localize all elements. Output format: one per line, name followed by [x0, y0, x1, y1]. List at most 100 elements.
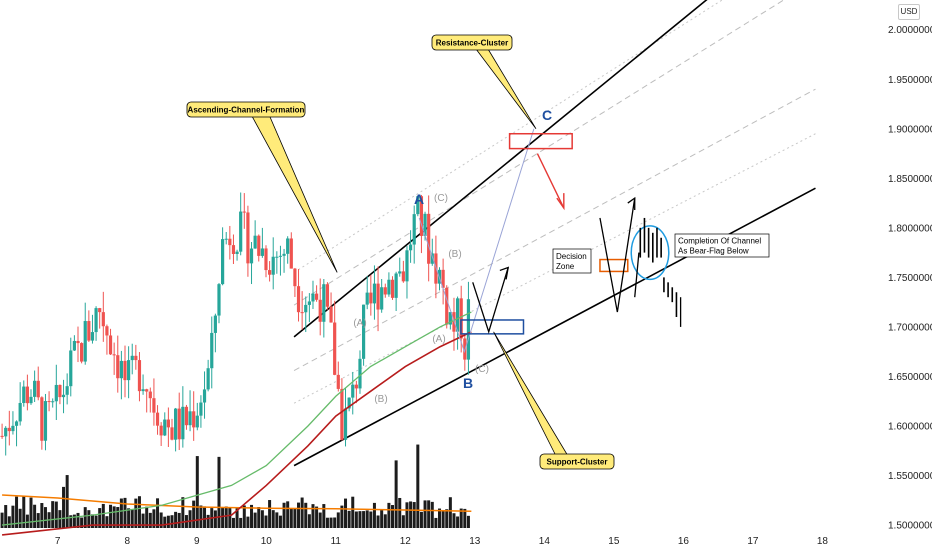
volume-bar	[358, 511, 362, 528]
candle-body	[228, 238, 232, 246]
candle-body	[159, 425, 163, 436]
candle-body	[61, 394, 66, 398]
completion-note-box	[674, 233, 770, 258]
channel-inner-dashed-line	[293, 0, 785, 306]
candle-body	[380, 287, 384, 310]
candle-body	[296, 286, 301, 313]
volume-bar	[376, 515, 380, 528]
candle-body	[166, 419, 170, 428]
candle-body	[22, 386, 26, 403]
volume-bar	[394, 460, 398, 528]
volume-bar	[239, 517, 243, 528]
volume-bar	[69, 515, 73, 528]
candle-body	[141, 389, 145, 392]
volume-bar	[398, 497, 402, 528]
volume-bar	[340, 505, 344, 528]
volume-bar	[351, 496, 355, 528]
wave-label-small-a-top: (A)	[432, 334, 445, 345]
volume-bar	[427, 500, 431, 528]
candle-body	[177, 408, 181, 440]
volume-bar	[347, 510, 351, 528]
volume-bar	[181, 497, 185, 528]
candle-body	[419, 196, 424, 236]
candle-body	[72, 340, 76, 351]
volume-bar	[456, 516, 460, 528]
volume-bar	[329, 517, 333, 528]
volume-bar	[119, 498, 123, 528]
volume-bar	[134, 498, 138, 528]
volume-bar	[109, 504, 113, 528]
candle-body	[372, 283, 377, 304]
wave-label-small-b-top: (B)	[448, 249, 461, 260]
volume-bar	[174, 511, 178, 528]
candle-body	[416, 196, 420, 215]
volume-bar	[246, 516, 250, 528]
candle-body	[202, 389, 207, 403]
candle-body	[311, 293, 315, 302]
volume-bar	[65, 475, 69, 528]
candle-body	[275, 256, 279, 258]
volume-bar	[423, 500, 427, 528]
support-callout-pointer	[493, 331, 569, 457]
x-tick-label: 9	[194, 536, 200, 547]
candle-body	[365, 292, 369, 305]
volume-bar	[354, 511, 358, 528]
decision-zone-box	[599, 258, 629, 273]
volume-bar	[344, 498, 348, 528]
volume-bar	[152, 509, 156, 528]
volume-bar	[72, 514, 76, 528]
volume-bar	[54, 501, 58, 528]
candle-body	[427, 213, 431, 264]
wave-label-small-c-top: (C)	[434, 193, 448, 204]
candle-body	[148, 391, 152, 399]
volume-bar	[188, 510, 192, 528]
candle-body	[376, 283, 380, 310]
volume-bar	[325, 517, 329, 528]
volume-bar	[257, 507, 261, 528]
candle-body	[329, 306, 333, 323]
volume-bar	[206, 514, 210, 528]
volume-bar	[336, 512, 340, 528]
currency-badge[interactable]: USD	[898, 4, 920, 20]
wave-label-small-b-left: (B)	[374, 394, 387, 405]
axes-layer: 2.00000000 1.95000000 1.90000000 1.85000000…	[55, 25, 932, 547]
x-tick-label: 11	[331, 536, 342, 547]
candle-body	[264, 248, 268, 271]
projection-arrowhead-decision	[627, 196, 636, 211]
annotations-layer: Ascending-Channel-Formation Resistance-Cl…	[186, 34, 770, 470]
candle-body	[221, 239, 225, 285]
y-tick-label: 1.55000000	[888, 471, 932, 482]
candle-body	[65, 386, 69, 395]
volume-bar	[141, 513, 145, 528]
volume-bar	[177, 512, 181, 528]
candle-body	[119, 360, 123, 379]
y-tick-label: 1.75000000	[888, 273, 932, 284]
candle-body	[18, 402, 22, 422]
projection-path-decision	[599, 198, 636, 313]
volume-bar	[463, 508, 467, 528]
candle-body	[448, 312, 452, 325]
volume-bar	[43, 507, 47, 528]
volume-bar	[159, 512, 163, 528]
candle-body	[145, 389, 149, 392]
volume-bar	[275, 512, 279, 528]
volume-bar	[166, 515, 170, 528]
candle-body	[170, 427, 174, 440]
candle-body	[87, 321, 91, 341]
ascending-callout-text: Ascending-Channel-Formation	[188, 106, 305, 115]
y-tick-label: 2.00000000	[888, 25, 932, 36]
volume-bar	[387, 502, 391, 528]
volume-bar	[0, 512, 4, 528]
volume-bar	[98, 508, 102, 528]
volume-bar	[137, 496, 141, 528]
candle-body	[217, 284, 221, 316]
volume-bar	[466, 515, 470, 528]
candle-body	[282, 253, 286, 256]
y-tick-label: 1.50000000	[888, 521, 932, 532]
candle-body	[325, 284, 330, 307]
channel-lower-line	[293, 187, 816, 467]
candle-body	[358, 358, 362, 389]
candle-body	[455, 298, 460, 332]
volume-bar	[304, 502, 308, 528]
